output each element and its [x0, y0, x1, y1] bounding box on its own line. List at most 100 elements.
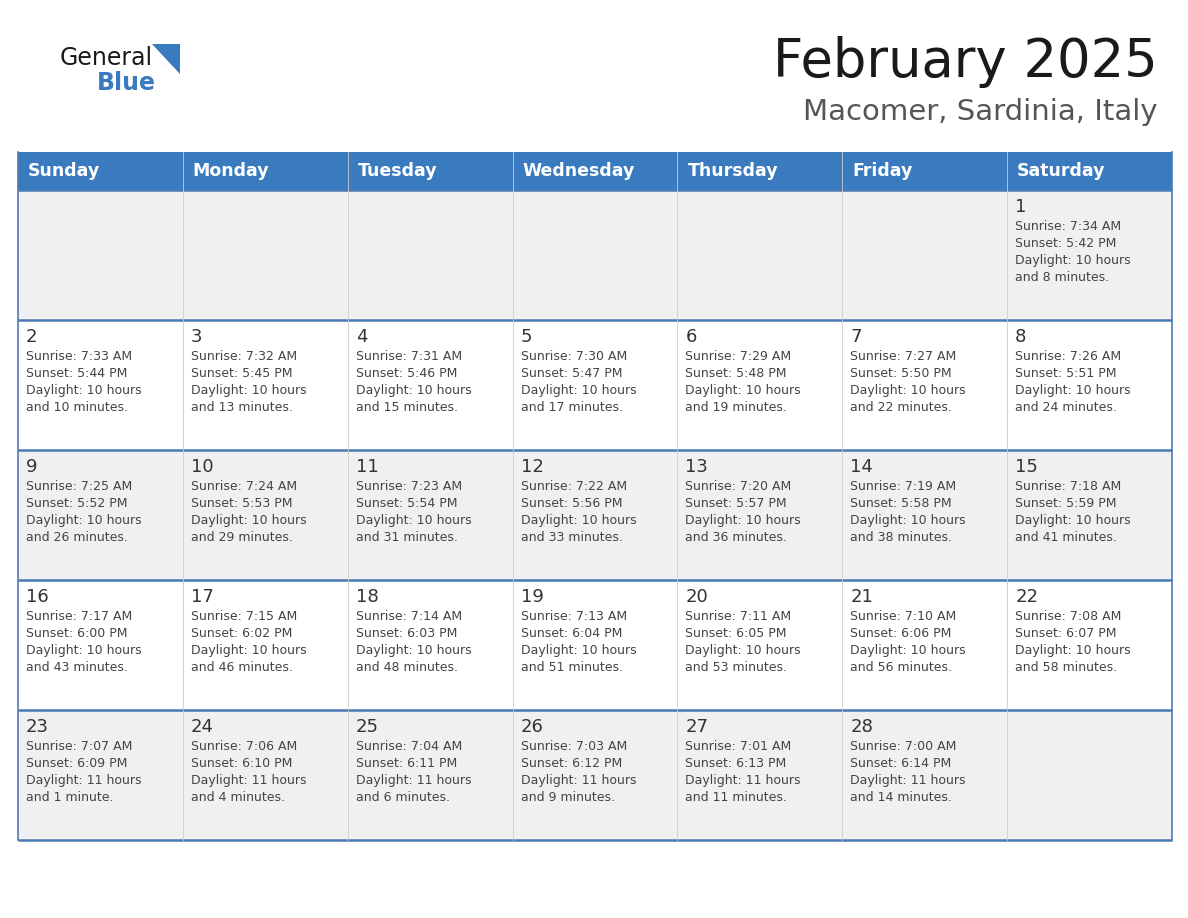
Text: Sunrise: 7:32 AM: Sunrise: 7:32 AM	[191, 350, 297, 363]
Text: Sunrise: 7:20 AM: Sunrise: 7:20 AM	[685, 480, 791, 493]
Text: and 24 minutes.: and 24 minutes.	[1015, 401, 1117, 414]
Text: and 22 minutes.: and 22 minutes.	[851, 401, 952, 414]
Text: and 6 minutes.: and 6 minutes.	[355, 791, 450, 804]
Text: 17: 17	[191, 588, 214, 606]
Text: Daylight: 10 hours: Daylight: 10 hours	[685, 514, 801, 527]
Text: Daylight: 11 hours: Daylight: 11 hours	[191, 774, 307, 787]
Text: Sunset: 5:46 PM: Sunset: 5:46 PM	[355, 367, 457, 380]
Text: Sunrise: 7:24 AM: Sunrise: 7:24 AM	[191, 480, 297, 493]
Text: and 38 minutes.: and 38 minutes.	[851, 531, 953, 544]
Bar	[18, 320, 1173, 450]
Text: Blue: Blue	[97, 71, 156, 95]
Text: Thursday: Thursday	[688, 162, 778, 180]
Text: Daylight: 10 hours: Daylight: 10 hours	[26, 384, 141, 397]
Text: and 46 minutes.: and 46 minutes.	[191, 661, 292, 674]
Text: Monday: Monday	[192, 162, 270, 180]
Text: and 41 minutes.: and 41 minutes.	[1015, 531, 1117, 544]
Text: Sunset: 6:02 PM: Sunset: 6:02 PM	[191, 627, 292, 640]
Text: Sunrise: 7:17 AM: Sunrise: 7:17 AM	[26, 610, 132, 623]
Text: and 11 minutes.: and 11 minutes.	[685, 791, 788, 804]
Text: Sunset: 6:11 PM: Sunset: 6:11 PM	[355, 757, 457, 770]
Text: Daylight: 10 hours: Daylight: 10 hours	[26, 644, 141, 657]
Text: and 51 minutes.: and 51 minutes.	[520, 661, 623, 674]
Text: February 2025: February 2025	[773, 36, 1158, 88]
Text: Sunset: 6:05 PM: Sunset: 6:05 PM	[685, 627, 786, 640]
Text: Daylight: 11 hours: Daylight: 11 hours	[355, 774, 472, 787]
Text: Daylight: 10 hours: Daylight: 10 hours	[355, 644, 472, 657]
Text: 23: 23	[26, 718, 49, 736]
Text: Wednesday: Wednesday	[523, 162, 634, 180]
Bar	[18, 450, 1173, 580]
Text: Sunrise: 7:19 AM: Sunrise: 7:19 AM	[851, 480, 956, 493]
Text: 20: 20	[685, 588, 708, 606]
Text: Sunset: 5:45 PM: Sunset: 5:45 PM	[191, 367, 292, 380]
Text: and 17 minutes.: and 17 minutes.	[520, 401, 623, 414]
Text: Sunset: 5:56 PM: Sunset: 5:56 PM	[520, 497, 623, 510]
Text: Sunrise: 7:22 AM: Sunrise: 7:22 AM	[520, 480, 627, 493]
Text: Sunrise: 7:15 AM: Sunrise: 7:15 AM	[191, 610, 297, 623]
Text: Daylight: 11 hours: Daylight: 11 hours	[685, 774, 801, 787]
Text: and 33 minutes.: and 33 minutes.	[520, 531, 623, 544]
Text: and 8 minutes.: and 8 minutes.	[1015, 271, 1110, 284]
Text: Daylight: 10 hours: Daylight: 10 hours	[520, 514, 637, 527]
Text: Daylight: 10 hours: Daylight: 10 hours	[520, 644, 637, 657]
Text: Sunrise: 7:31 AM: Sunrise: 7:31 AM	[355, 350, 462, 363]
Text: and 31 minutes.: and 31 minutes.	[355, 531, 457, 544]
Text: and 19 minutes.: and 19 minutes.	[685, 401, 788, 414]
Text: Sunrise: 7:08 AM: Sunrise: 7:08 AM	[1015, 610, 1121, 623]
Text: Daylight: 10 hours: Daylight: 10 hours	[851, 384, 966, 397]
Text: Sunrise: 7:27 AM: Sunrise: 7:27 AM	[851, 350, 956, 363]
Text: Daylight: 10 hours: Daylight: 10 hours	[685, 644, 801, 657]
Text: Sunset: 5:57 PM: Sunset: 5:57 PM	[685, 497, 788, 510]
Text: Sunset: 6:14 PM: Sunset: 6:14 PM	[851, 757, 952, 770]
Text: Sunrise: 7:06 AM: Sunrise: 7:06 AM	[191, 740, 297, 753]
Text: Sunrise: 7:34 AM: Sunrise: 7:34 AM	[1015, 220, 1121, 233]
Text: Macomer, Sardinia, Italy: Macomer, Sardinia, Italy	[803, 98, 1158, 126]
Text: Sunset: 5:54 PM: Sunset: 5:54 PM	[355, 497, 457, 510]
Text: Sunset: 5:50 PM: Sunset: 5:50 PM	[851, 367, 952, 380]
Bar	[18, 152, 1173, 190]
Text: Tuesday: Tuesday	[358, 162, 437, 180]
Text: Sunset: 5:44 PM: Sunset: 5:44 PM	[26, 367, 127, 380]
Text: and 10 minutes.: and 10 minutes.	[26, 401, 128, 414]
Text: 6: 6	[685, 328, 697, 346]
Text: Sunset: 6:07 PM: Sunset: 6:07 PM	[1015, 627, 1117, 640]
Text: Daylight: 10 hours: Daylight: 10 hours	[685, 384, 801, 397]
Text: 15: 15	[1015, 458, 1038, 476]
Text: Daylight: 11 hours: Daylight: 11 hours	[26, 774, 141, 787]
Text: Sunrise: 7:10 AM: Sunrise: 7:10 AM	[851, 610, 956, 623]
Text: Sunrise: 7:23 AM: Sunrise: 7:23 AM	[355, 480, 462, 493]
Text: and 56 minutes.: and 56 minutes.	[851, 661, 953, 674]
Text: 7: 7	[851, 328, 861, 346]
Text: 1: 1	[1015, 198, 1026, 216]
Text: 3: 3	[191, 328, 202, 346]
Text: Sunset: 5:52 PM: Sunset: 5:52 PM	[26, 497, 127, 510]
Text: Sunset: 5:51 PM: Sunset: 5:51 PM	[1015, 367, 1117, 380]
Text: and 9 minutes.: and 9 minutes.	[520, 791, 614, 804]
Text: Sunrise: 7:03 AM: Sunrise: 7:03 AM	[520, 740, 627, 753]
Text: Daylight: 10 hours: Daylight: 10 hours	[851, 514, 966, 527]
Bar	[18, 710, 1173, 840]
Text: Daylight: 10 hours: Daylight: 10 hours	[520, 384, 637, 397]
Text: General: General	[61, 46, 153, 70]
Polygon shape	[152, 44, 181, 74]
Text: 22: 22	[1015, 588, 1038, 606]
Text: Sunrise: 7:26 AM: Sunrise: 7:26 AM	[1015, 350, 1121, 363]
Text: 19: 19	[520, 588, 543, 606]
Text: Sunrise: 7:11 AM: Sunrise: 7:11 AM	[685, 610, 791, 623]
Text: Sunset: 6:03 PM: Sunset: 6:03 PM	[355, 627, 457, 640]
Text: 8: 8	[1015, 328, 1026, 346]
Text: Sunrise: 7:00 AM: Sunrise: 7:00 AM	[851, 740, 956, 753]
Text: 16: 16	[26, 588, 49, 606]
Text: 11: 11	[355, 458, 379, 476]
Text: Sunset: 6:10 PM: Sunset: 6:10 PM	[191, 757, 292, 770]
Text: Sunset: 6:13 PM: Sunset: 6:13 PM	[685, 757, 786, 770]
Text: Sunset: 6:00 PM: Sunset: 6:00 PM	[26, 627, 127, 640]
Text: Sunrise: 7:29 AM: Sunrise: 7:29 AM	[685, 350, 791, 363]
Text: Daylight: 10 hours: Daylight: 10 hours	[191, 644, 307, 657]
Text: and 58 minutes.: and 58 minutes.	[1015, 661, 1117, 674]
Text: Daylight: 10 hours: Daylight: 10 hours	[191, 514, 307, 527]
Text: Daylight: 10 hours: Daylight: 10 hours	[1015, 514, 1131, 527]
Text: Daylight: 10 hours: Daylight: 10 hours	[26, 514, 141, 527]
Text: 2: 2	[26, 328, 38, 346]
